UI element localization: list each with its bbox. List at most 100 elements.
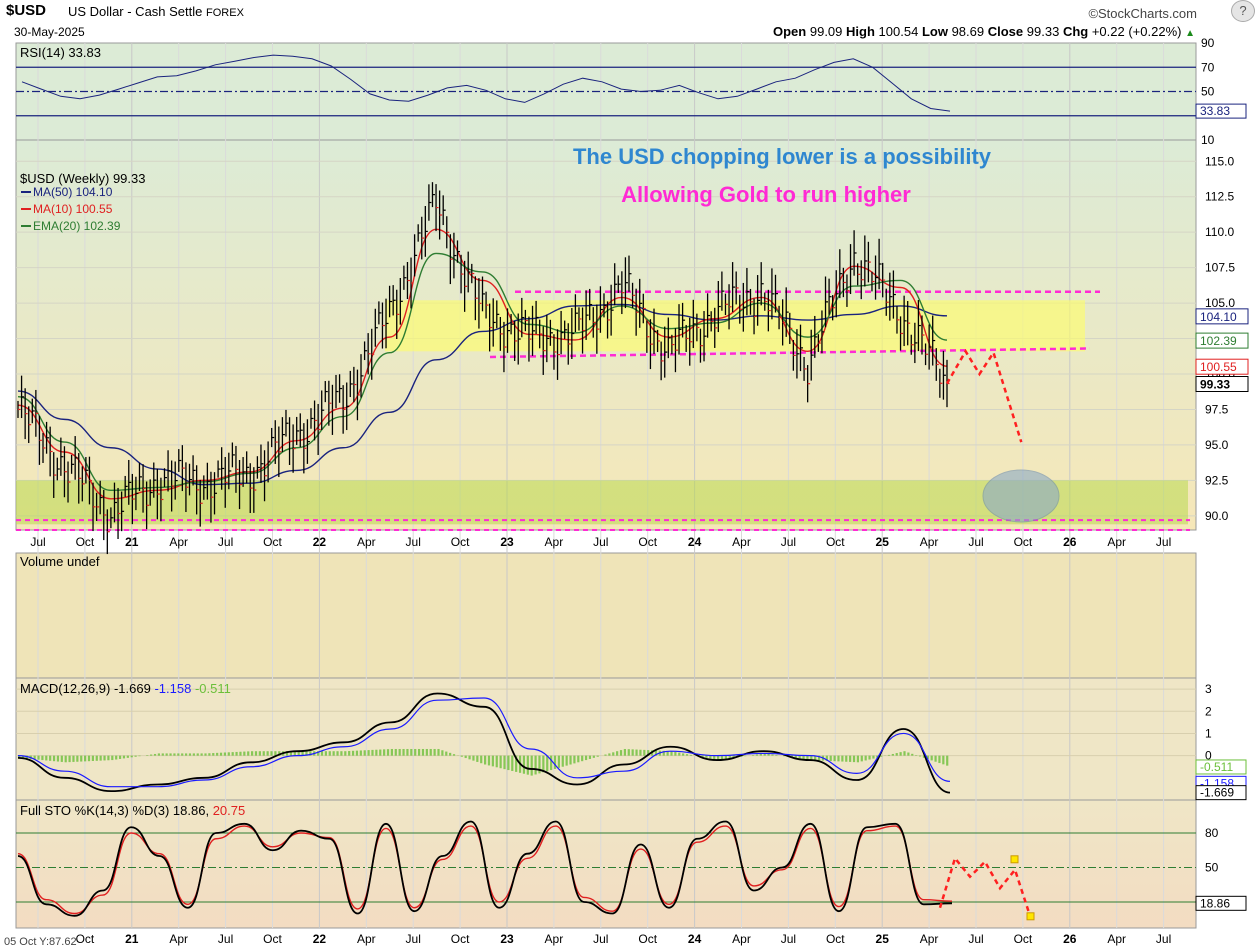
low-label: Low <box>921 24 948 39</box>
macd-hist-bar <box>309 751 312 756</box>
x-tick-label-bottom: Oct <box>263 932 282 946</box>
macd-hist-bar <box>744 755 747 757</box>
x-tick-label-bottom: Jul <box>593 932 608 946</box>
price-last-value: 102.39 <box>1200 334 1237 348</box>
macd-hist-bar <box>278 751 281 756</box>
sto-d-value: 20.75 <box>213 803 246 818</box>
x-tick-label: Jul <box>1156 535 1171 549</box>
price-last-value: 100.55 <box>1200 360 1237 374</box>
macd-hist-bar <box>852 755 856 763</box>
macd-hist-bar <box>887 754 891 756</box>
macd-hist-bar <box>375 749 378 756</box>
macd-hist-bar <box>99 755 102 761</box>
macd-hist-bar <box>383 749 386 756</box>
macd-hist-bar <box>740 755 743 757</box>
macd-hist-bar <box>421 748 425 756</box>
macd-hist-bar <box>802 755 805 759</box>
price-y-tick: 90.0 <box>1205 509 1229 523</box>
x-tick-label: Jul <box>781 535 796 549</box>
macd-hist-bar <box>414 748 417 756</box>
brand-label[interactable]: ©StockCharts.com <box>1088 6 1197 21</box>
x-tick-label: Apr <box>732 535 751 549</box>
macd-hist-bar <box>351 750 355 756</box>
open-value: 99.09 <box>809 24 843 39</box>
macd-hist-bar <box>95 755 98 761</box>
macd-hist-bar <box>84 755 87 762</box>
macd-hist-bar <box>320 751 324 756</box>
help-icon[interactable]: ? <box>1231 0 1255 22</box>
macd-hist-bar <box>317 751 320 756</box>
macd-hist-bar <box>394 748 397 756</box>
macd-hist-bar <box>767 753 770 756</box>
macd-hist-bar <box>406 748 409 756</box>
macd-hist-bar <box>934 755 937 762</box>
macd-hist-bar <box>41 755 44 761</box>
macd-hist-bar <box>495 755 498 768</box>
macd-hist-bar <box>37 755 40 760</box>
macd-hist-bar <box>410 748 413 756</box>
macd-hist-bar <box>856 755 859 763</box>
close-value: 99.33 <box>1026 24 1060 39</box>
macd-hist-bar <box>654 750 658 756</box>
macd-panel <box>15 677 1197 801</box>
x-tick-label-bottom: Apr <box>732 932 751 946</box>
macd-hist-bar <box>926 755 929 760</box>
macd-hist-bar <box>581 755 584 762</box>
macd-hist-bar <box>612 752 615 756</box>
macd-hist-bar <box>538 755 541 774</box>
price-last-badge <box>1195 376 1249 393</box>
macd-hist-bar <box>348 751 351 756</box>
x-tick-label: Oct <box>263 535 282 549</box>
macd-hist-bar <box>460 755 463 757</box>
x-tick-label: 21 <box>125 535 139 549</box>
macd-hist-bar <box>212 753 215 756</box>
x-tick-label-bottom: Oct <box>451 932 470 946</box>
macd-hist-bar <box>798 755 801 759</box>
x-tick-label: Apr <box>357 535 376 549</box>
sto-k-line <box>17 820 953 917</box>
macd-hist-bar <box>153 753 157 756</box>
x-tick-label: Oct <box>826 535 845 549</box>
macd-hist-bar <box>755 754 759 756</box>
macd-hist-bar <box>200 753 203 756</box>
macd-hist-bar <box>794 755 797 758</box>
macd-hist-bar <box>126 755 129 758</box>
macd-hist-bar <box>118 755 122 759</box>
macd-hist-bar <box>713 755 716 760</box>
macd-y-tick: 3 <box>1205 682 1212 696</box>
macd-hist-bar <box>771 754 774 756</box>
macd-hist-bar <box>134 755 137 757</box>
sto-last-badge <box>1195 895 1247 911</box>
macd-signal-value: -1.158 <box>154 681 191 696</box>
macd-hist-bar <box>429 748 432 756</box>
rsi-y-tick: 50 <box>1201 85 1215 99</box>
price-y-tick: 112.5 <box>1205 190 1234 204</box>
macd-hist-bar <box>507 755 510 771</box>
macd-hist-bar <box>825 755 828 761</box>
macd-hist-bar <box>235 751 238 756</box>
macd-hist-bar <box>138 755 141 757</box>
macd-hist-bar <box>685 754 689 756</box>
macd-hist-bar <box>72 755 75 762</box>
macd-hist-bar <box>849 755 852 762</box>
volume-title: Volume undef <box>20 554 100 569</box>
macd-hist-bar <box>122 755 126 759</box>
macd-hist-bar <box>938 755 941 764</box>
macd-hist-bar <box>437 748 440 756</box>
macd-last-value: -1.669 <box>1200 786 1234 800</box>
macd-hist-bar <box>487 755 491 766</box>
low-value: 98.69 <box>951 24 985 39</box>
x-tick-label-bottom: 22 <box>313 932 327 946</box>
macd-hist-bar <box>678 752 681 756</box>
macd-hist-bar <box>588 755 592 759</box>
macd-hist-bar <box>608 753 611 756</box>
macd-hist-bar <box>161 753 164 756</box>
macd-hist-bar <box>810 755 813 761</box>
macd-hist-bar <box>219 752 223 756</box>
macd-hist-bar <box>631 749 634 756</box>
macd-hist-bar <box>227 752 230 756</box>
macd-hist-bar <box>231 752 234 756</box>
macd-hist-bar <box>177 753 180 756</box>
chg-value: +0.22 (+0.22%) <box>1091 24 1182 39</box>
macd-hist-bar <box>18 755 21 758</box>
